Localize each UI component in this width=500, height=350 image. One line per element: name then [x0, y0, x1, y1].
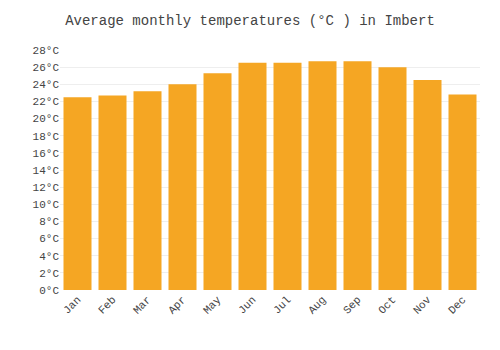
svg-text:28°C: 28°C: [33, 45, 60, 57]
svg-text:Jun: Jun: [236, 294, 258, 316]
svg-text:May: May: [201, 294, 224, 317]
svg-text:22°C: 22°C: [33, 96, 60, 108]
svg-text:2°C: 2°C: [39, 268, 59, 280]
svg-text:Jul: Jul: [271, 294, 293, 316]
svg-text:Oct: Oct: [376, 294, 398, 316]
svg-text:16°C: 16°C: [33, 148, 60, 160]
svg-text:8°C: 8°C: [39, 216, 59, 228]
svg-text:Feb: Feb: [96, 294, 118, 316]
svg-text:4°C: 4°C: [39, 251, 59, 263]
svg-text:20°C: 20°C: [33, 113, 60, 125]
svg-text:Sep: Sep: [341, 294, 363, 316]
svg-text:Jan: Jan: [61, 294, 83, 316]
svg-text:Nov: Nov: [411, 294, 434, 317]
svg-text:26°C: 26°C: [33, 62, 60, 74]
svg-text:10°C: 10°C: [33, 199, 60, 211]
svg-text:Apr: Apr: [166, 294, 188, 316]
svg-text:0°C: 0°C: [39, 285, 59, 297]
svg-text:Average monthly temperatures (: Average monthly temperatures (°C ) in Im…: [65, 13, 435, 29]
svg-text:Dec: Dec: [446, 294, 468, 316]
svg-text:Aug: Aug: [306, 294, 328, 316]
svg-text:Mar: Mar: [131, 294, 153, 316]
svg-text:24°C: 24°C: [33, 79, 60, 91]
svg-text:18°C: 18°C: [33, 131, 60, 143]
svg-text:12°C: 12°C: [33, 182, 60, 194]
svg-text:6°C: 6°C: [39, 233, 59, 245]
svg-text:14°C: 14°C: [33, 165, 60, 177]
